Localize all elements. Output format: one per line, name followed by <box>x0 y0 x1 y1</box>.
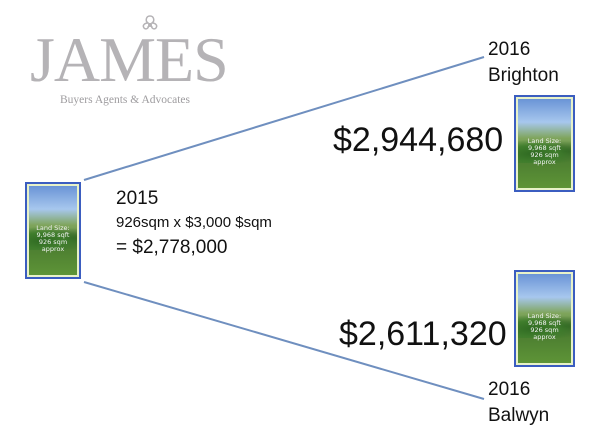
brighton-price: $2,944,680 <box>333 121 504 159</box>
brighton-year: 2016 <box>488 39 531 60</box>
valuation-2015: 2015 926sqm x $3,000 $sqm = $2,778,000 <box>116 186 272 262</box>
balwyn-suburb: Balwyn <box>488 405 550 426</box>
land-size-caption: Land Size: 9,968 sqft 926 sqm approx <box>527 137 562 167</box>
source-year: 2015 <box>116 188 159 209</box>
land-size-caption: Land Size: 9,968 sqft 926 sqm approx <box>36 224 70 254</box>
property-thumbnail-2015: Land Size: 9,968 sqft 926 sqm approx <box>25 182 81 279</box>
logo-tagline: Buyers Agents & Advocates <box>60 94 190 106</box>
brighton-suburb: Brighton <box>488 65 559 86</box>
ornament-icon <box>142 15 158 30</box>
valuation-result: = $2,778,000 <box>116 237 228 258</box>
land-size-caption: Land Size: 9,968 sqft 926 sqm approx <box>527 312 562 342</box>
property-thumbnail-balwyn: Land Size: 9,968 sqft 926 sqm approx <box>514 270 575 367</box>
connector-to-balwyn <box>83 281 485 400</box>
logo-wordmark: JAMES <box>30 24 229 95</box>
balwyn-price: $2,611,320 <box>339 315 507 353</box>
james-logo: JAMES Buyers Agents & Advocates <box>28 14 229 106</box>
balwyn-year: 2016 <box>488 379 531 400</box>
property-thumbnail-brighton: Land Size: 9,968 sqft 926 sqm approx <box>514 95 575 192</box>
connector-to-brighton <box>83 56 485 181</box>
valuation-formula: 926sqm x $3,000 $sqm <box>116 214 272 231</box>
